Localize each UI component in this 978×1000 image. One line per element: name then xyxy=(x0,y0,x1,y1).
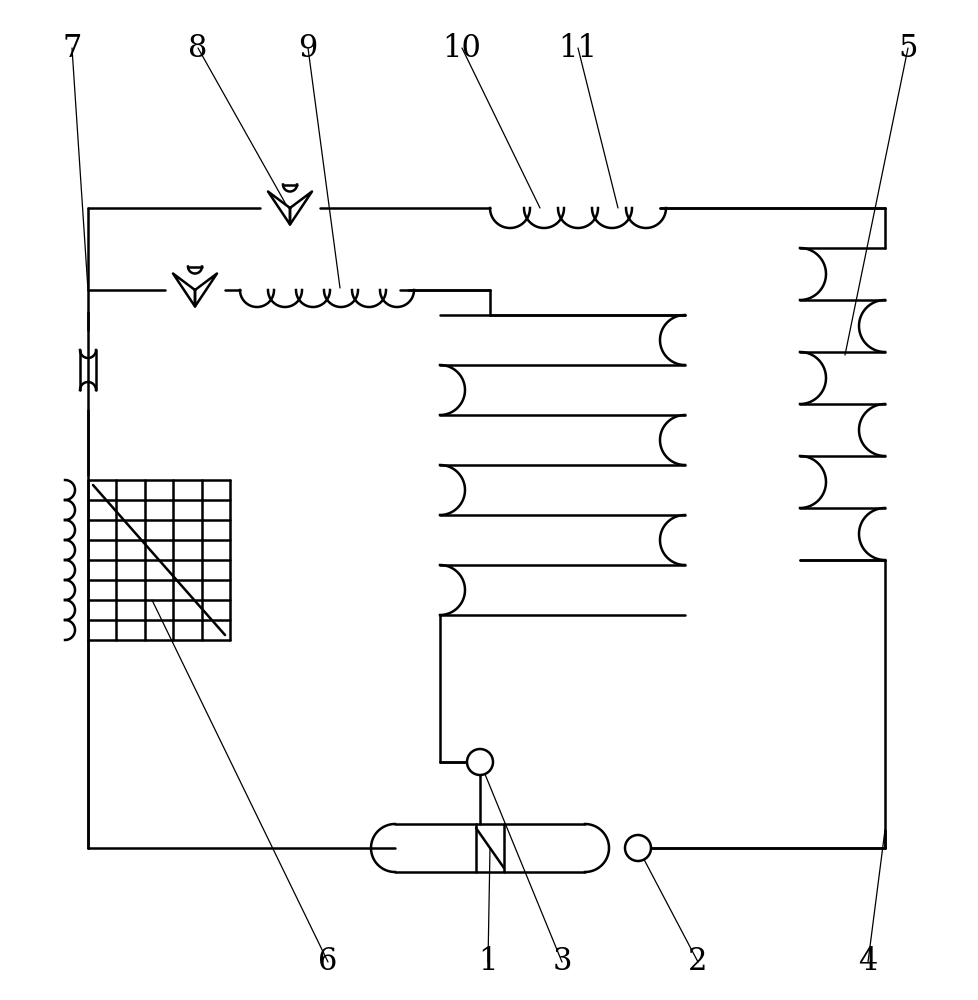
Text: 1: 1 xyxy=(478,946,497,977)
Polygon shape xyxy=(289,192,312,225)
Polygon shape xyxy=(173,273,195,306)
Text: 2: 2 xyxy=(688,946,707,977)
Text: 10: 10 xyxy=(442,33,481,64)
Text: 4: 4 xyxy=(858,946,876,977)
Text: 11: 11 xyxy=(557,33,597,64)
Text: 8: 8 xyxy=(188,33,207,64)
Circle shape xyxy=(467,749,493,775)
Text: 7: 7 xyxy=(63,33,81,64)
Circle shape xyxy=(624,835,650,861)
Polygon shape xyxy=(195,273,217,306)
Text: 6: 6 xyxy=(318,946,337,977)
Polygon shape xyxy=(268,192,289,225)
Text: 5: 5 xyxy=(898,33,916,64)
Text: 3: 3 xyxy=(552,946,571,977)
Text: 9: 9 xyxy=(298,33,317,64)
